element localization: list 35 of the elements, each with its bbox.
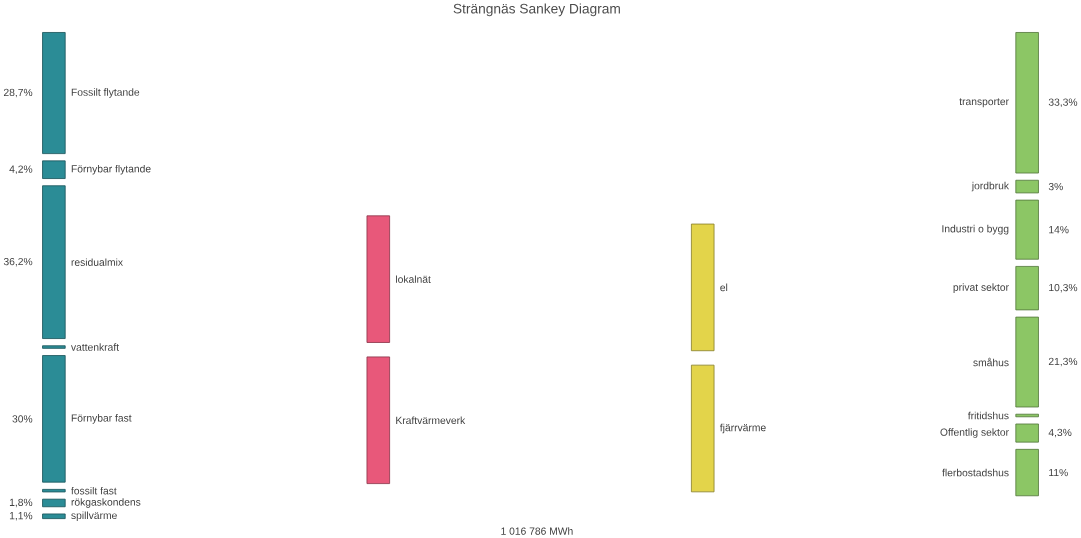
category-label: Förnybar flytande [71, 164, 151, 175]
category-label: fjärrvärme [719, 423, 766, 434]
category-label: fritidshus [967, 411, 1009, 420]
category-label: lokalnät [396, 275, 431, 283]
category-label: Kraftvärmeverk [396, 416, 466, 424]
category-label: transporter [959, 98, 1009, 108]
data-label: 3% [1048, 182, 1063, 191]
category-label: Industri o bygg [942, 224, 1009, 235]
data-label: 36,2% [3, 257, 33, 267]
data-label: 11% [1049, 468, 1068, 477]
category-label: Förnybar fast [71, 413, 132, 424]
data-label: 30% [12, 415, 33, 423]
category-label: småhus [973, 357, 1009, 367]
data-label: 1,1% [9, 511, 33, 521]
category-label: fossilt fast [71, 486, 117, 495]
data-label: 33,3% [1048, 98, 1078, 107]
category-label: vattenkraft [71, 343, 119, 351]
category-label: spillvärme [71, 511, 117, 521]
data-label: 10,3% [1049, 283, 1078, 293]
data-label: 14% [1049, 225, 1069, 234]
category-label: privat sektor [953, 283, 1009, 293]
category-label: flerbostadshus [942, 468, 1009, 477]
category-label: Fossilt flytande [71, 88, 140, 98]
category-label: rökgaskondens [71, 498, 141, 508]
text: Strängnäs Sankey Diagram [453, 3, 620, 17]
data-label: 28,7% [3, 88, 33, 98]
data-label: 21,3% [1048, 357, 1078, 367]
category-label: Offentlig sektor [940, 428, 1009, 438]
text: 1 016 786 MWh [501, 527, 573, 535]
category-label: jordbruk [971, 181, 1010, 192]
data-label: 4,2% [9, 165, 33, 174]
category-label: residualmix [71, 258, 123, 266]
category-label: el [720, 283, 728, 292]
data-label: 1,8% [9, 498, 33, 508]
data-label: 4,3% [1048, 428, 1072, 438]
